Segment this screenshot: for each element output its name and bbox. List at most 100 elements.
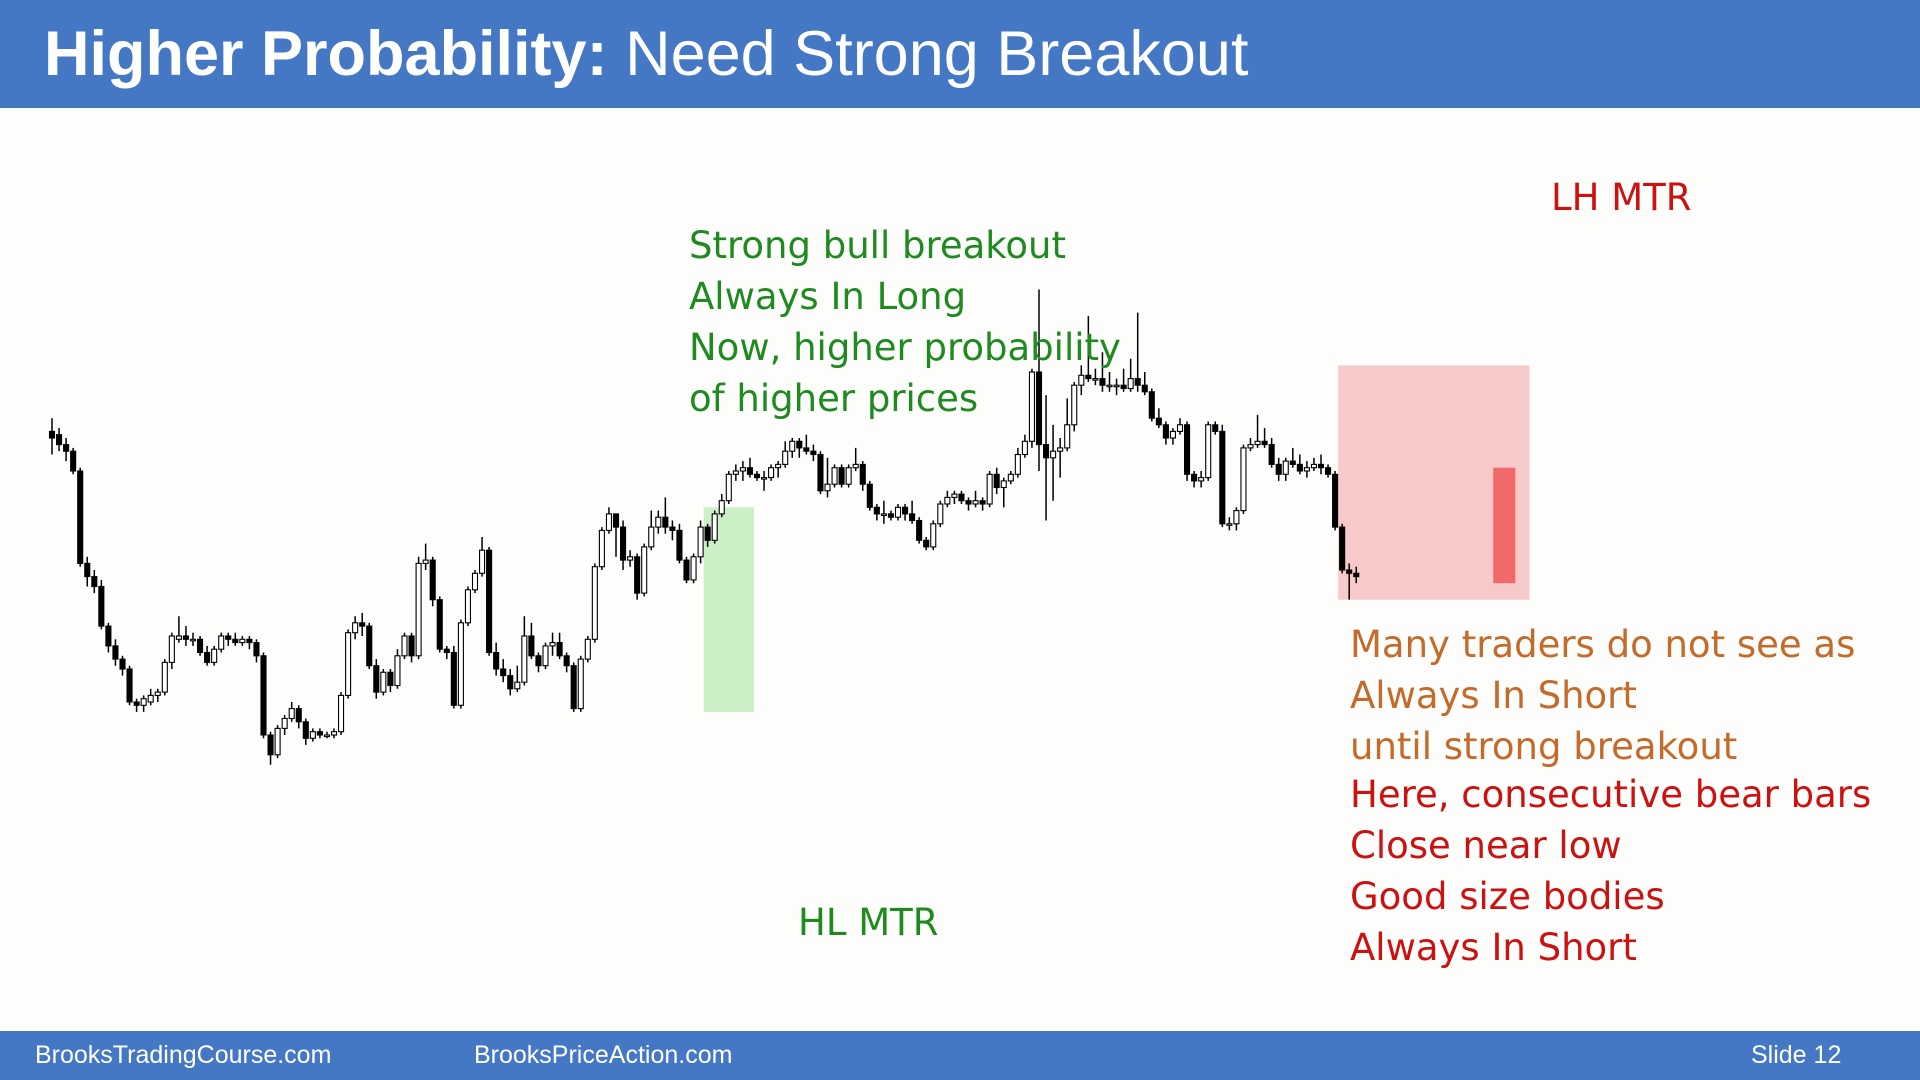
- bear-candle-body: [1148, 391, 1155, 419]
- bull-candle-body: [739, 467, 746, 472]
- candle-174: [1275, 457, 1282, 481]
- candle-154: [1134, 312, 1141, 392]
- candle-69: [535, 652, 542, 673]
- bull-candle-body: [718, 500, 725, 515]
- bear-candle-body: [1191, 473, 1198, 482]
- candle-27: [239, 636, 246, 646]
- bear-candle-body: [408, 635, 415, 657]
- bull-candle-body: [1198, 477, 1205, 482]
- bear-candle-body: [1043, 444, 1050, 459]
- candle-171: [1254, 414, 1261, 448]
- bull-candle-body: [140, 698, 147, 706]
- traders-note-annotation: Many traders do not see as Always In Sho…: [1350, 619, 1855, 772]
- bull-breakout-annotation: Strong bull breakout Always In Long Now,…: [689, 220, 1121, 424]
- bear-candle-body: [916, 519, 923, 541]
- bear-bars-line-1: Here, consecutive bear bars: [1350, 773, 1872, 816]
- bear-candle-body: [112, 645, 119, 660]
- candle-157: [1155, 408, 1162, 429]
- bear-candle-body: [55, 434, 63, 446]
- candle-14: [147, 688, 154, 706]
- candle-168: [1233, 507, 1240, 531]
- candle-151: [1113, 378, 1120, 396]
- bull-candle-body: [648, 526, 655, 548]
- candle-92: [697, 520, 704, 564]
- bull-candle-body: [1106, 384, 1113, 388]
- candle-64: [500, 659, 507, 683]
- candle-144: [1064, 398, 1071, 452]
- candle-68: [528, 622, 535, 660]
- candle-12: [133, 698, 140, 712]
- traders-note-line-1: Many traders do not see as: [1350, 623, 1856, 666]
- bear-candle-body: [267, 734, 274, 756]
- bull-candle-body: [464, 589, 472, 624]
- candle-124: [923, 537, 930, 551]
- bear-bars-line-3: Good size bodies: [1350, 875, 1665, 918]
- bear-candle-body: [803, 447, 810, 452]
- bear-candle-body: [1332, 473, 1339, 528]
- candle-23: [211, 645, 218, 666]
- bull-candle-body: [1000, 480, 1007, 489]
- candle-44: [359, 612, 366, 636]
- bull-candle-body: [514, 681, 521, 690]
- bear-candle-body: [1325, 467, 1332, 475]
- candle-43: [352, 616, 359, 640]
- candle-2: [63, 438, 70, 462]
- candle-96: [725, 471, 732, 504]
- bull-candle-body: [1247, 444, 1254, 449]
- bear-candle-body: [126, 668, 133, 703]
- candle-114: [852, 447, 859, 471]
- bull-candle-body: [288, 708, 295, 720]
- candle-141: [1043, 395, 1050, 521]
- bull-candle-body: [161, 661, 168, 693]
- candle-26: [232, 632, 239, 646]
- candle-137: [1014, 447, 1021, 478]
- traders-note-line-2: Always In Short: [1350, 674, 1637, 717]
- bull-candle-body: [584, 638, 591, 660]
- bear-candle-body: [753, 473, 761, 479]
- candle-172: [1261, 428, 1268, 448]
- bear-candle-body: [77, 470, 84, 564]
- bear-candle-body: [450, 651, 457, 706]
- bear-candle-body: [866, 483, 873, 508]
- candle-115: [859, 461, 866, 491]
- bear-candle-body: [1035, 371, 1043, 446]
- bear-candle-body: [500, 668, 507, 677]
- bull-candle-body: [352, 622, 359, 634]
- candle-178: [1303, 461, 1310, 478]
- candle-72: [556, 632, 563, 660]
- candle-19: [182, 626, 189, 646]
- bull-candle-body: [627, 556, 634, 561]
- bull-candle-body: [1282, 460, 1289, 475]
- bear-candle-body: [993, 473, 1000, 489]
- candle-63: [493, 642, 500, 676]
- candle-55: [436, 596, 443, 653]
- bull-candle-body: [1169, 430, 1176, 439]
- footer-site-1: BrooksTradingCourse.com: [35, 1041, 332, 1069]
- bear-candle-body: [436, 599, 443, 650]
- candle-176: [1289, 447, 1296, 468]
- candle-181: [1325, 464, 1332, 478]
- bull-candle-body: [711, 513, 718, 541]
- candle-60: [471, 570, 479, 594]
- bull-candle-body: [1205, 424, 1212, 479]
- bear-candle-body: [1155, 417, 1162, 426]
- candle-71: [549, 632, 556, 656]
- candle-104: [782, 441, 789, 468]
- bear-candle-body: [612, 513, 620, 528]
- bear-candle-body: [873, 506, 880, 515]
- candle-4: [77, 467, 84, 567]
- bear-candle-body: [204, 651, 211, 663]
- bear-candle-body: [493, 651, 500, 670]
- candle-153: [1127, 358, 1134, 392]
- candle-34: [288, 702, 295, 722]
- candle-83: [634, 553, 641, 600]
- candle-88: [669, 520, 676, 541]
- bear-candle-body: [182, 635, 189, 640]
- candle-86: [655, 510, 662, 534]
- bear-candle-body: [810, 450, 817, 456]
- candle-170: [1247, 438, 1254, 452]
- candle-100: [753, 471, 761, 481]
- footer-bar: BrooksTradingCourse.com BrooksPriceActio…: [0, 1031, 1920, 1080]
- candle-134: [993, 467, 1000, 495]
- candle-158: [1162, 421, 1169, 445]
